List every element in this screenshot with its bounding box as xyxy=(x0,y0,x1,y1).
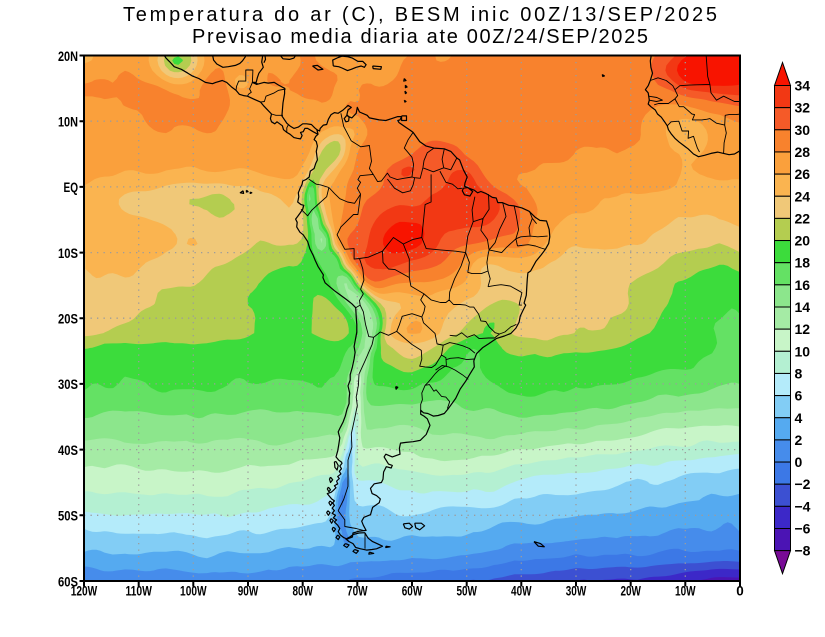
svg-text:30S: 30S xyxy=(58,376,78,392)
svg-text:10S: 10S xyxy=(58,245,78,261)
svg-text:Previsao media diaria ate 00Z/: Previsao media diaria ate 00Z/24/SEP/202… xyxy=(192,26,648,48)
svg-text:14: 14 xyxy=(795,299,811,315)
svg-text:110W: 110W xyxy=(125,583,152,599)
svg-text:Temperatura do ar (C), BESM in: Temperatura do ar (C), BESM inic 00Z/13/… xyxy=(123,4,717,26)
svg-text:80W: 80W xyxy=(292,583,313,599)
svg-text:0: 0 xyxy=(795,454,803,470)
svg-text:70W: 70W xyxy=(347,583,368,599)
svg-text:100W: 100W xyxy=(180,583,207,599)
svg-text:22: 22 xyxy=(795,210,811,226)
svg-text:40S: 40S xyxy=(58,442,78,458)
svg-text:20N: 20N xyxy=(58,48,78,64)
svg-text:28: 28 xyxy=(795,144,811,160)
svg-text:−2: −2 xyxy=(795,476,811,492)
svg-text:−4: −4 xyxy=(795,498,811,514)
svg-text:8: 8 xyxy=(795,365,803,381)
svg-text:20W: 20W xyxy=(620,583,641,599)
svg-text:30: 30 xyxy=(795,122,811,138)
svg-text:0: 0 xyxy=(736,583,744,599)
svg-text:−6: −6 xyxy=(795,521,811,537)
svg-text:90W: 90W xyxy=(238,583,259,599)
svg-text:30W: 30W xyxy=(566,583,587,599)
svg-text:10W: 10W xyxy=(675,583,696,599)
svg-text:4: 4 xyxy=(795,410,803,426)
svg-text:20: 20 xyxy=(795,233,811,249)
svg-text:6: 6 xyxy=(795,388,803,404)
svg-text:12: 12 xyxy=(795,321,811,337)
svg-text:EQ: EQ xyxy=(64,179,79,195)
svg-text:34: 34 xyxy=(795,78,811,94)
svg-text:40W: 40W xyxy=(511,583,532,599)
svg-text:26: 26 xyxy=(795,166,811,182)
svg-text:24: 24 xyxy=(795,188,811,204)
svg-text:60S: 60S xyxy=(58,573,78,589)
svg-text:20S: 20S xyxy=(58,311,78,327)
svg-text:32: 32 xyxy=(795,100,811,116)
svg-text:120W: 120W xyxy=(71,583,98,599)
svg-text:−8: −8 xyxy=(795,543,811,559)
svg-text:16: 16 xyxy=(795,277,811,293)
svg-text:50S: 50S xyxy=(58,508,78,524)
svg-text:10N: 10N xyxy=(58,114,78,130)
svg-text:2: 2 xyxy=(795,432,803,448)
svg-text:10: 10 xyxy=(795,343,811,359)
svg-text:50W: 50W xyxy=(456,583,477,599)
svg-text:60W: 60W xyxy=(402,583,423,599)
svg-text:18: 18 xyxy=(795,255,811,271)
